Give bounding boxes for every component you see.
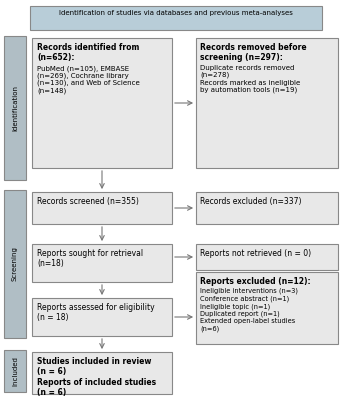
Text: Reports sought for retrieval
(n=18): Reports sought for retrieval (n=18) bbox=[37, 249, 143, 268]
Text: Studies included in review
(n = 6)
Reports of included studies
(n = 6): Studies included in review (n = 6) Repor… bbox=[37, 357, 156, 397]
Text: Reports excluded (n=12):: Reports excluded (n=12): bbox=[200, 277, 311, 286]
Bar bbox=[196, 38, 338, 168]
Bar bbox=[196, 192, 338, 224]
Text: Duplicate records removed
(n=278)
Records marked as ineligible
by automation too: Duplicate records removed (n=278) Record… bbox=[200, 65, 300, 93]
Text: Identification: Identification bbox=[12, 85, 18, 131]
Text: Ineligible interventions (n=3)
Conference abstract (n=1)
Ineligible topic (n=1)
: Ineligible interventions (n=3) Conferenc… bbox=[200, 288, 298, 332]
Text: PubMed (n=105), EMBASE
(n=269), Cochrane library
(n=130), and Web of Science
(n=: PubMed (n=105), EMBASE (n=269), Cochrane… bbox=[37, 65, 140, 94]
Bar bbox=[196, 272, 338, 344]
Text: Records excluded (n=337): Records excluded (n=337) bbox=[200, 197, 301, 206]
Bar bbox=[32, 352, 172, 394]
Text: Identification of studies via databases and previous meta-analyses: Identification of studies via databases … bbox=[59, 10, 293, 16]
Text: Reports assessed for eligibility
(n = 18): Reports assessed for eligibility (n = 18… bbox=[37, 303, 155, 322]
Bar bbox=[32, 298, 172, 336]
Text: Records removed before
screening (n=297):: Records removed before screening (n=297)… bbox=[200, 43, 307, 62]
Bar bbox=[4, 36, 26, 180]
Bar bbox=[30, 6, 322, 30]
Text: Records identified from
(n=652):: Records identified from (n=652): bbox=[37, 43, 139, 62]
Bar bbox=[196, 244, 338, 270]
Text: Included: Included bbox=[12, 356, 18, 386]
Bar bbox=[4, 190, 26, 338]
Text: Records screened (n=355): Records screened (n=355) bbox=[37, 197, 139, 206]
Text: Screening: Screening bbox=[12, 246, 18, 282]
Bar bbox=[32, 244, 172, 282]
Bar bbox=[32, 192, 172, 224]
Bar bbox=[4, 350, 26, 392]
Text: Reports not retrieved (n = 0): Reports not retrieved (n = 0) bbox=[200, 249, 311, 258]
Bar bbox=[32, 38, 172, 168]
